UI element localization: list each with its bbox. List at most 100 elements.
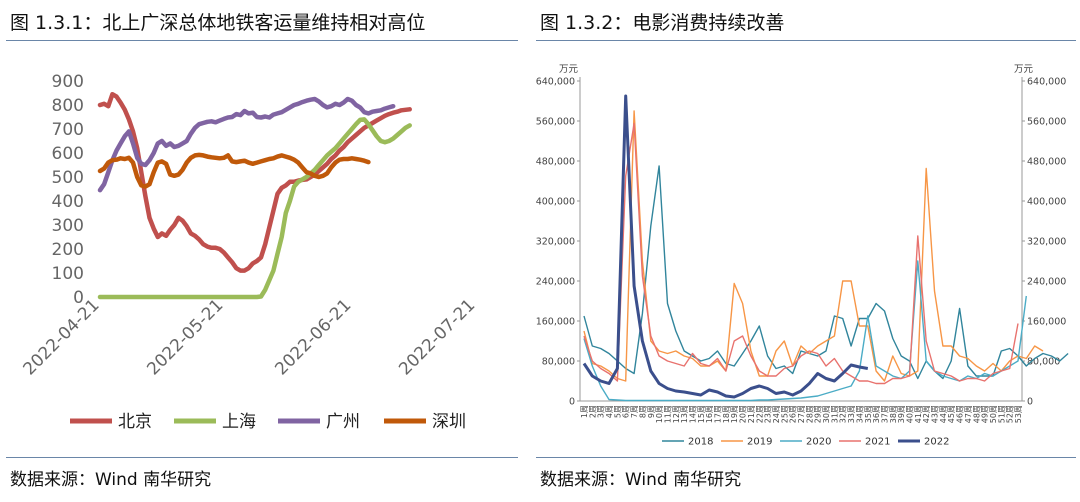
right-y-tick-label: 640,000 — [536, 77, 575, 88]
right-y2-tick-label: 560,000 — [1027, 117, 1066, 128]
left-chart-source: 数据来源：Wind 南华研究 — [10, 470, 212, 490]
right-x-tick-label: 25周 — [780, 405, 789, 423]
right-series-line-2020 — [583, 260, 1027, 402]
right-y2-tick-label: 160,000 — [1027, 317, 1066, 328]
right-legend-label: 2021 — [865, 437, 890, 448]
right-legend-label: 2018 — [688, 437, 713, 448]
left-y-tick-label: 800 — [52, 96, 84, 116]
right-x-tick-label: 22周 — [755, 405, 764, 423]
right-x-tick-label: 36周 — [872, 405, 881, 423]
right-y2-tick-label: 320,000 — [1027, 237, 1066, 248]
right-x-tick-label: 52周 — [1006, 405, 1015, 423]
left-chart-panel: 图 1.3.1：北上广深总体地铁客运量维持相对高位 0 100 200 300 400 5… — [6, 0, 518, 502]
right-x-tick-label: 45周 — [947, 405, 956, 423]
right-x-tick-label: 30周 — [822, 405, 831, 423]
right-y2-tick-label: 400,000 — [1027, 197, 1066, 208]
left-chart-title: 图 1.3.1：北上广深总体地铁客运量维持相对高位 — [10, 12, 426, 34]
right-x-tick-label: 2周 — [588, 405, 597, 418]
right-x-tick-label: 35周 — [864, 405, 873, 423]
right-series-line-2019 — [583, 110, 1044, 382]
left-series-line-4 — [97, 152, 371, 189]
left-legend-label: 深圳 — [432, 412, 466, 432]
left-y-tick-label: 900 — [52, 72, 84, 92]
left-legend-label: 广州 — [326, 412, 360, 432]
left-series-line-2 — [97, 117, 412, 300]
right-series-line-2022 — [582, 94, 869, 399]
right-chart-title: 图 1.3.2：电影消费持续改善 — [540, 12, 785, 34]
right-x-tick-label: 6周 — [622, 405, 631, 418]
right-footer-rule — [536, 457, 1076, 458]
right-x-tick-label: 1周 — [580, 405, 589, 418]
right-chart: 万元 万元 0 0 80,000 80,000 160,000 160,000 240,000 2… — [536, 64, 1069, 448]
right-series-line-2018 — [583, 165, 1069, 380]
right-y2-tick-label: 0 — [1027, 397, 1033, 408]
right-x-tick-label: 31周 — [830, 405, 839, 423]
right-x-tick-label: 23周 — [764, 405, 773, 423]
left-y-tick-label: 200 — [52, 240, 84, 260]
right-x-tick-label: 28周 — [805, 405, 814, 423]
right-x-tick-label: 48周 — [972, 405, 981, 423]
left-y-tick-label: 400 — [52, 192, 84, 212]
right-x-tick-label: 41周 — [914, 405, 923, 423]
right-x-tick-label: 17周 — [714, 405, 723, 423]
right-title-rule — [536, 40, 1076, 41]
right-chart-source: 数据来源：Wind 南华研究 — [540, 470, 742, 490]
right-y2-tick-label: 240,000 — [1027, 277, 1066, 288]
left-x-tick-label: 2022-04-21 — [20, 295, 104, 379]
right-x-tick-label: 5周 — [613, 405, 622, 418]
left-x-tick-label: 2022-05-21 — [143, 295, 227, 379]
right-x-tick-label: 49周 — [981, 405, 990, 423]
right-x-tick-label: 3周 — [597, 405, 606, 418]
right-x-tick-label: 50周 — [989, 405, 998, 423]
right-legend-label: 2022 — [924, 437, 949, 448]
right-y-tick-label: 320,000 — [536, 237, 575, 248]
left-footer-rule — [6, 457, 518, 458]
right-x-tick-label: 51周 — [997, 405, 1006, 423]
right-x-tick-label: 29周 — [814, 405, 823, 423]
right-x-tick-label: 39周 — [897, 405, 906, 423]
right-x-tick-label: 4周 — [605, 405, 614, 418]
left-legend-label: 上海 — [222, 412, 256, 432]
right-y-tick-label: 0 — [569, 397, 575, 408]
right-x-tick-label: 21周 — [747, 405, 756, 423]
right-y-tick-label: 480,000 — [536, 157, 575, 168]
left-x-tick-label: 2022-06-21 — [271, 295, 355, 379]
right-x-tick-label: 8周 — [638, 405, 647, 418]
right-x-tick-label: 44周 — [939, 405, 948, 423]
right-y-unit-label: 万元 — [559, 64, 579, 75]
right-x-tick-label: 20周 — [739, 405, 748, 423]
right-x-tick-label: 34周 — [855, 405, 864, 423]
right-y2-tick-label: 480,000 — [1027, 157, 1066, 168]
right-x-tick-label: 38周 — [889, 405, 898, 423]
right-y-tick-label: 560,000 — [536, 117, 575, 128]
left-legend-label: 北京 — [118, 412, 152, 432]
right-x-tick-label: 19周 — [730, 405, 739, 423]
right-y2-unit-label: 万元 — [1014, 64, 1034, 75]
right-x-tick-label: 16周 — [705, 405, 714, 423]
left-y-tick-label: 300 — [52, 216, 84, 236]
left-y-tick-label: 500 — [52, 168, 84, 188]
right-x-tick-label: 42周 — [922, 405, 931, 423]
left-y-tick-label: 0 — [73, 288, 84, 308]
right-y-tick-label: 400,000 — [536, 197, 575, 208]
right-x-tick-label: 32周 — [839, 405, 848, 423]
right-x-tick-label: 12周 — [672, 405, 681, 423]
right-x-tick-label: 26周 — [789, 405, 798, 423]
right-y-tick-label: 240,000 — [536, 277, 575, 288]
right-x-tick-label: 15周 — [697, 405, 706, 423]
left-x-tick-label: 2022-07-21 — [395, 295, 479, 379]
right-x-tick-label: 47周 — [964, 405, 973, 423]
right-x-tick-label: 33周 — [847, 405, 856, 423]
right-x-tick-label: 53周 — [1014, 405, 1023, 423]
left-y-tick-label: 100 — [52, 264, 84, 284]
right-legend-label: 2020 — [806, 437, 831, 448]
right-x-tick-label: 10周 — [655, 405, 664, 423]
right-y2-tick-label: 640,000 — [1027, 77, 1066, 88]
right-x-tick-label: 46周 — [956, 405, 965, 423]
right-series-line-2021 — [583, 122, 1019, 385]
left-series-line-3 — [97, 96, 396, 193]
right-x-tick-label: 14周 — [689, 405, 698, 423]
right-y2-tick-label: 80,000 — [1027, 357, 1060, 368]
right-x-tick-label: 43周 — [931, 405, 940, 423]
left-title-rule — [6, 40, 518, 41]
